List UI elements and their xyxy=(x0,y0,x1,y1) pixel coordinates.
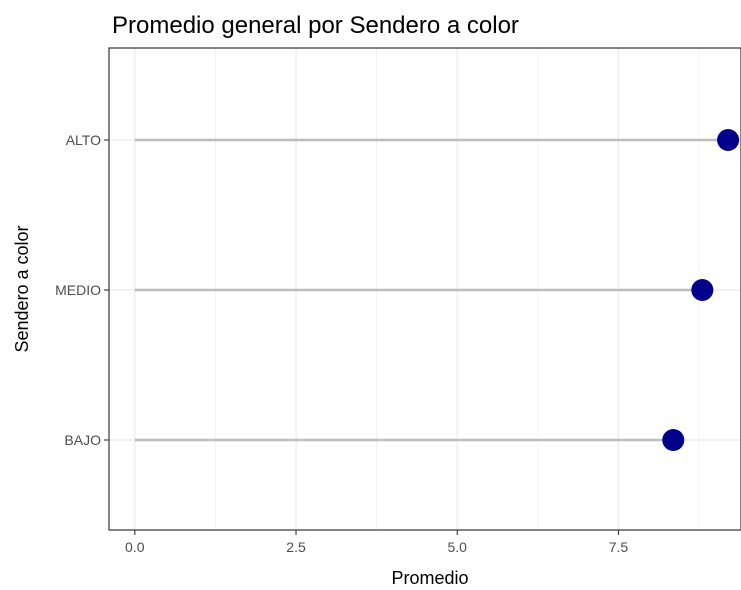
x-axis-title: Promedio xyxy=(391,568,468,588)
lollipop-points xyxy=(662,129,740,451)
lollipop-segments xyxy=(134,138,729,442)
x-tick-label: 0.0 xyxy=(125,539,145,555)
lollipop-point xyxy=(662,429,685,451)
lollipop-point xyxy=(691,279,714,301)
lollipop-point xyxy=(717,129,740,151)
x-tick-label: 7.5 xyxy=(609,539,629,555)
x-tick-label: 2.5 xyxy=(286,539,306,555)
y-tick-label: ALTO xyxy=(66,132,101,148)
y-axis-title: Sendero a color xyxy=(12,225,32,352)
y-tick-label: MEDIO xyxy=(55,282,101,298)
x-tick-label: 5.0 xyxy=(448,539,468,555)
y-tick-label: BAJO xyxy=(64,432,101,448)
panel-border xyxy=(108,47,741,531)
y-axis: BAJO MEDIO ALTO xyxy=(55,132,109,448)
plot-panel xyxy=(108,47,741,531)
chart-title: Promedio general por Sendero a color xyxy=(112,12,519,39)
x-axis: 0.0 2.5 5.0 7.5 xyxy=(125,530,628,555)
